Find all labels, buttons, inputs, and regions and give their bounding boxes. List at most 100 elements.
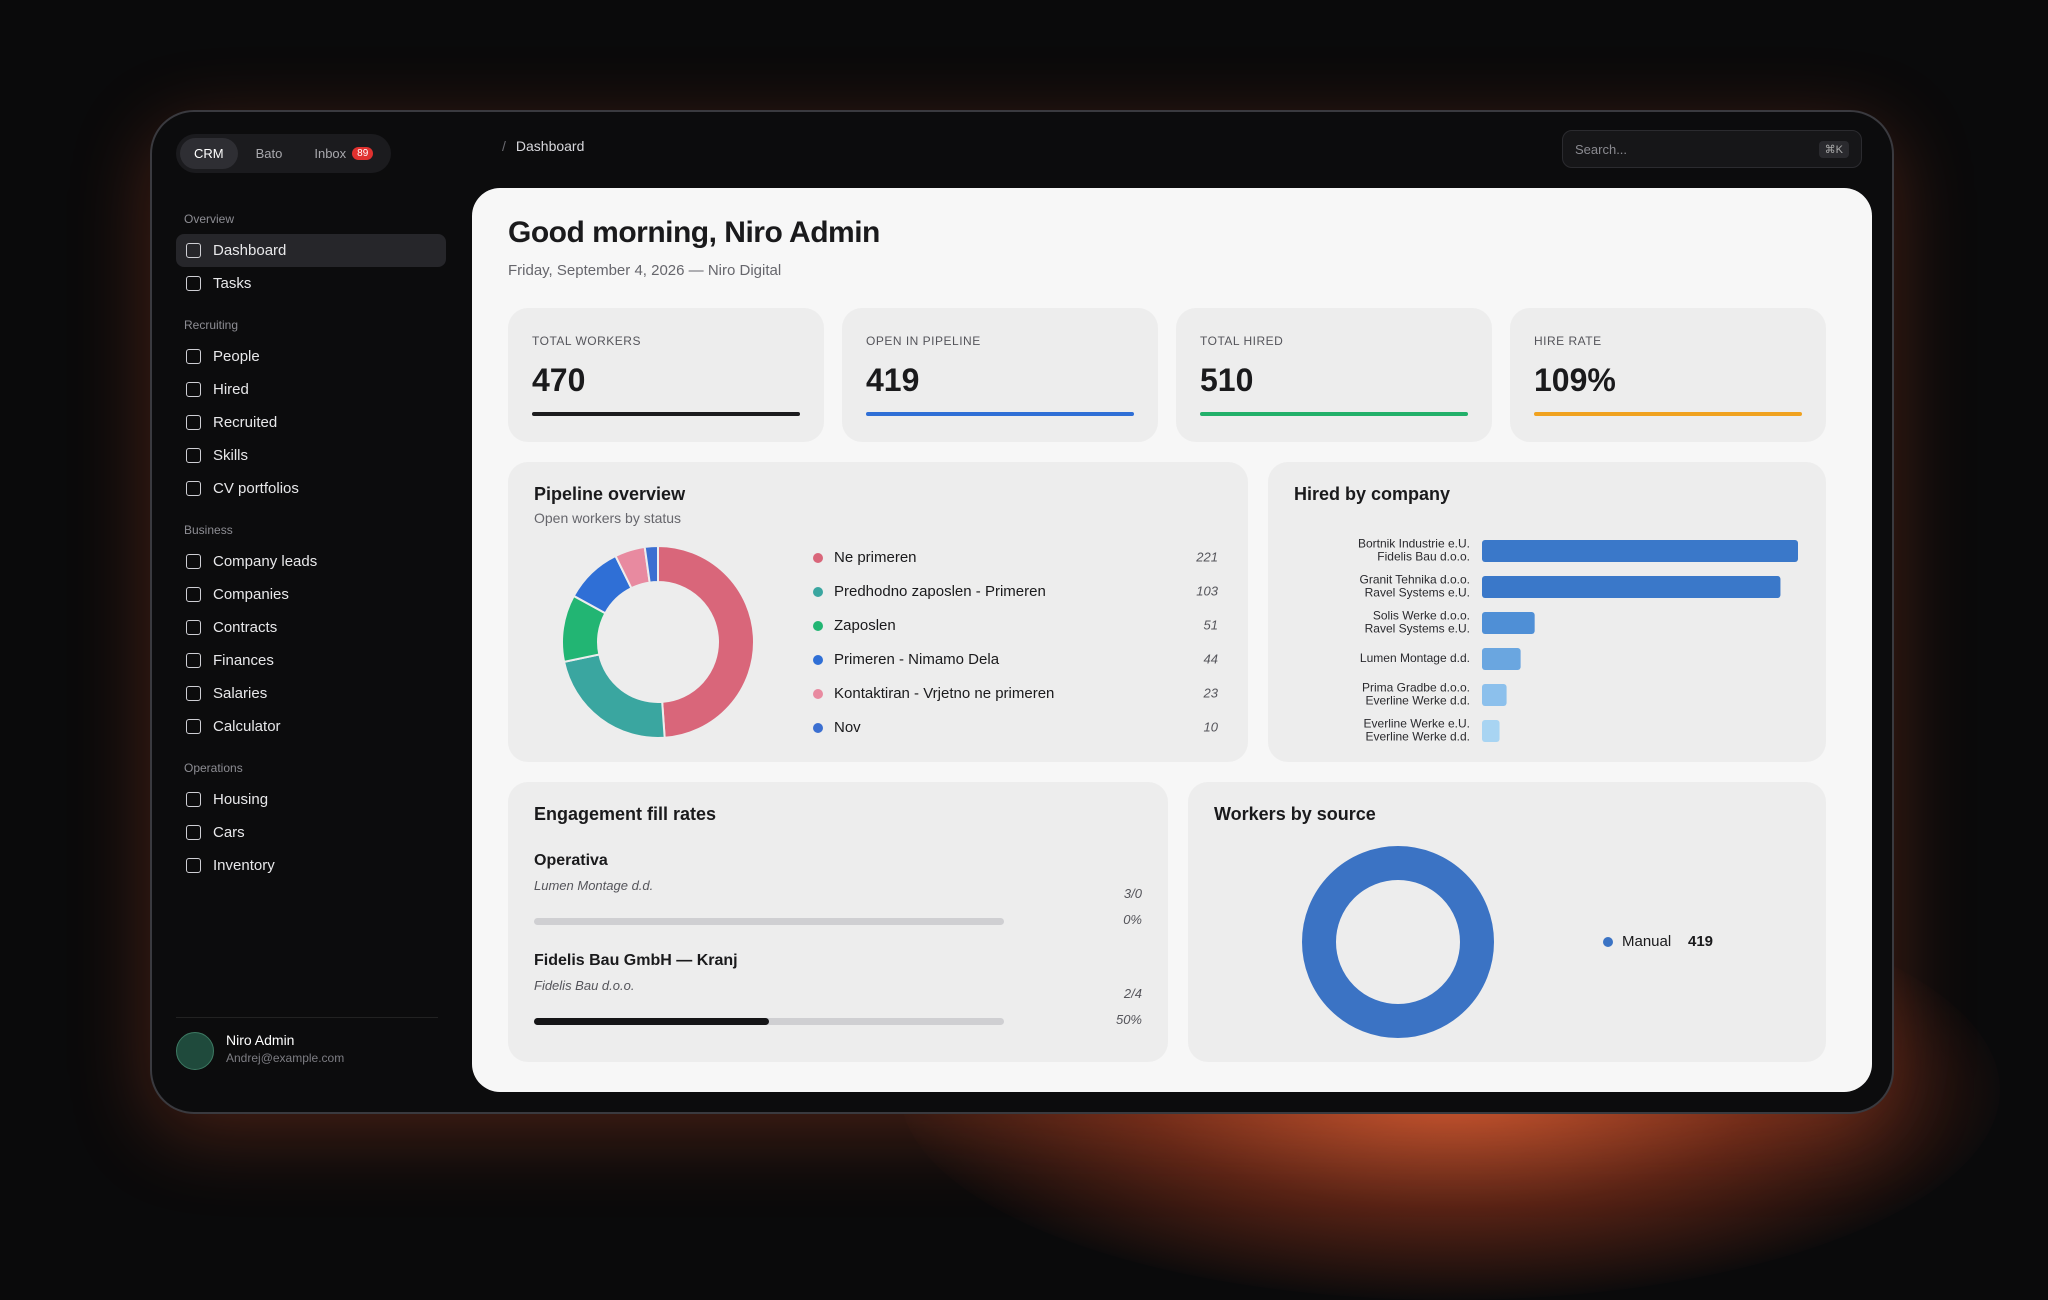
pipeline-chart: Ne primeren 221 Predhodno zaposlen - Prime… <box>561 544 1219 739</box>
kpi-card: TOTAL WORKERS 470 <box>508 308 824 442</box>
kpi-card: TOTAL HIRED 510 <box>1176 308 1492 442</box>
kpi-value: 109% <box>1534 362 1616 398</box>
kpi-value: 419 <box>866 362 920 398</box>
avatar <box>176 1032 214 1070</box>
separator: / <box>502 138 506 154</box>
nav-icon <box>186 243 201 258</box>
row-percent: 50% <box>1115 1012 1142 1027</box>
user-profile[interactable]: Niro Admin Andrej@example.com <box>176 1017 438 1088</box>
bar <box>1482 684 1507 706</box>
bar-label: Prima Gradbe d.o.o. <box>1362 681 1470 695</box>
bar <box>1482 540 1798 562</box>
nav-item[interactable]: Calculator <box>176 710 446 743</box>
bar-label: Ravel Systems e.U. <box>1365 586 1470 600</box>
pipeline-card: Pipeline overview Open workers by status… <box>508 462 1248 762</box>
tab-label: CRM <box>194 146 224 161</box>
nav-label: Companies <box>213 586 289 603</box>
nav-icon <box>186 276 201 291</box>
legend-label: Zaposlen <box>834 617 896 634</box>
nav-icon <box>186 686 201 701</box>
row-ratio: 2/4 <box>1123 986 1142 1001</box>
card-title: Hired by company <box>1294 484 1451 504</box>
legend-value: 103 <box>1196 583 1218 598</box>
app-tab[interactable]: CRM <box>180 138 238 169</box>
nav-item[interactable]: Hired <box>176 373 446 406</box>
nav-icon <box>186 349 201 364</box>
user-info: Niro Admin Andrej@example.com <box>226 1032 344 1088</box>
kpi-bar <box>1200 412 1468 416</box>
legend-dot <box>1603 937 1613 947</box>
app-tab[interactable]: Bato <box>242 138 297 169</box>
bar <box>1482 612 1535 634</box>
legend-value: 221 <box>1195 549 1218 564</box>
breadcrumb-item[interactable]: Dashboard <box>515 138 585 154</box>
progress-track <box>534 918 1004 925</box>
bar-label: Lumen Montage d.d. <box>1360 651 1470 665</box>
nav-icon <box>186 448 201 463</box>
nav-item[interactable]: Dashboard <box>176 234 446 267</box>
nav-item[interactable]: Housing <box>176 783 446 816</box>
bar-label: Bortnik Industrie e.U. <box>1358 537 1470 551</box>
legend-label: Kontaktiran - Vrjetno ne primeren <box>834 685 1054 702</box>
legend-label: Manual <box>1622 933 1671 950</box>
kpi-bar <box>532 412 800 416</box>
nav-item[interactable]: Finances <box>176 644 446 677</box>
nav-icon <box>186 620 201 635</box>
donut-slice <box>657 544 755 739</box>
nav-label: Skills <box>213 447 249 464</box>
app-tab[interactable]: Inbox 89 <box>300 138 387 169</box>
content-panel: Good morning, Niro Admin Friday, Septemb… <box>472 188 1872 1092</box>
nav-label: People <box>213 348 260 365</box>
bar-label: Solis Werke d.o.o. <box>1373 609 1470 623</box>
legend-value: 10 <box>1204 719 1219 734</box>
search-box[interactable]: Search... ⌘K <box>1562 130 1862 168</box>
nav-item[interactable]: Recruited <box>176 406 446 439</box>
search-placeholder: Search... <box>1575 141 1628 157</box>
nav-icon <box>186 858 201 873</box>
legend-dot <box>813 553 823 563</box>
nav-item[interactable]: Contracts <box>176 611 446 644</box>
legend-label: Ne primeren <box>834 549 917 566</box>
nav-icon <box>186 792 201 807</box>
nav-item[interactable]: Inventory <box>176 849 446 882</box>
device-frame: CRM Bato Inbox 89 Overview Dashboard Tasks Rec… <box>150 110 1894 1114</box>
nav-label: Tasks <box>213 275 252 292</box>
row-company: Fidelis Bau d.o.o. <box>534 978 635 993</box>
nav-icon <box>186 587 201 602</box>
row-ratio: 3/0 <box>1123 886 1142 901</box>
section-title: Recruiting <box>184 318 239 332</box>
user-email: Andrej@example.com <box>226 1051 345 1065</box>
legend-dot <box>813 689 823 699</box>
nav: Overview Dashboard Tasks Recruiting People Hi… <box>176 194 446 882</box>
user-name: Niro Admin <box>226 1032 295 1048</box>
nav-label: CV portfolios <box>213 480 299 497</box>
legend-label: Primeren - Nimamo Dela <box>834 651 1000 668</box>
hired-card: Hired by company Bortnik Industrie e.U. F… <box>1268 462 1826 762</box>
nav-icon <box>186 554 201 569</box>
card-subtitle: Open workers by status <box>534 510 682 526</box>
nav-label: Recruited <box>213 414 278 431</box>
nav-item[interactable]: Salaries <box>176 677 446 710</box>
bar-label: Everline Werke d.d. <box>1366 730 1471 744</box>
legend-value: 51 <box>1204 617 1218 632</box>
legend-dot <box>813 655 823 665</box>
nav-label: Contracts <box>213 619 278 636</box>
legend-dot <box>813 621 823 631</box>
nav-icon <box>186 382 201 397</box>
nav-icon <box>186 653 201 668</box>
nav-item[interactable]: Cars <box>176 816 446 849</box>
nav-icon <box>186 825 201 840</box>
section-title: Business <box>184 523 233 537</box>
nav-item[interactable]: Company leads <box>176 545 446 578</box>
donut-slice <box>562 653 666 739</box>
kpi-label: HIRE RATE <box>1534 334 1602 348</box>
nav-item[interactable]: Skills <box>176 439 446 472</box>
nav-item[interactable]: CV portfolios <box>176 472 446 505</box>
card-title: Pipeline overview <box>534 484 686 504</box>
nav-item[interactable]: Tasks <box>176 267 446 300</box>
row-name: Fidelis Bau GmbH — Kranj <box>534 952 738 969</box>
nav-item[interactable]: Companies <box>176 578 446 611</box>
nav-item[interactable]: People <box>176 340 446 373</box>
kpi-value: 510 <box>1200 362 1254 398</box>
engagement-card: Engagement fill rates Operativa Lumen Mon… <box>508 782 1168 1062</box>
